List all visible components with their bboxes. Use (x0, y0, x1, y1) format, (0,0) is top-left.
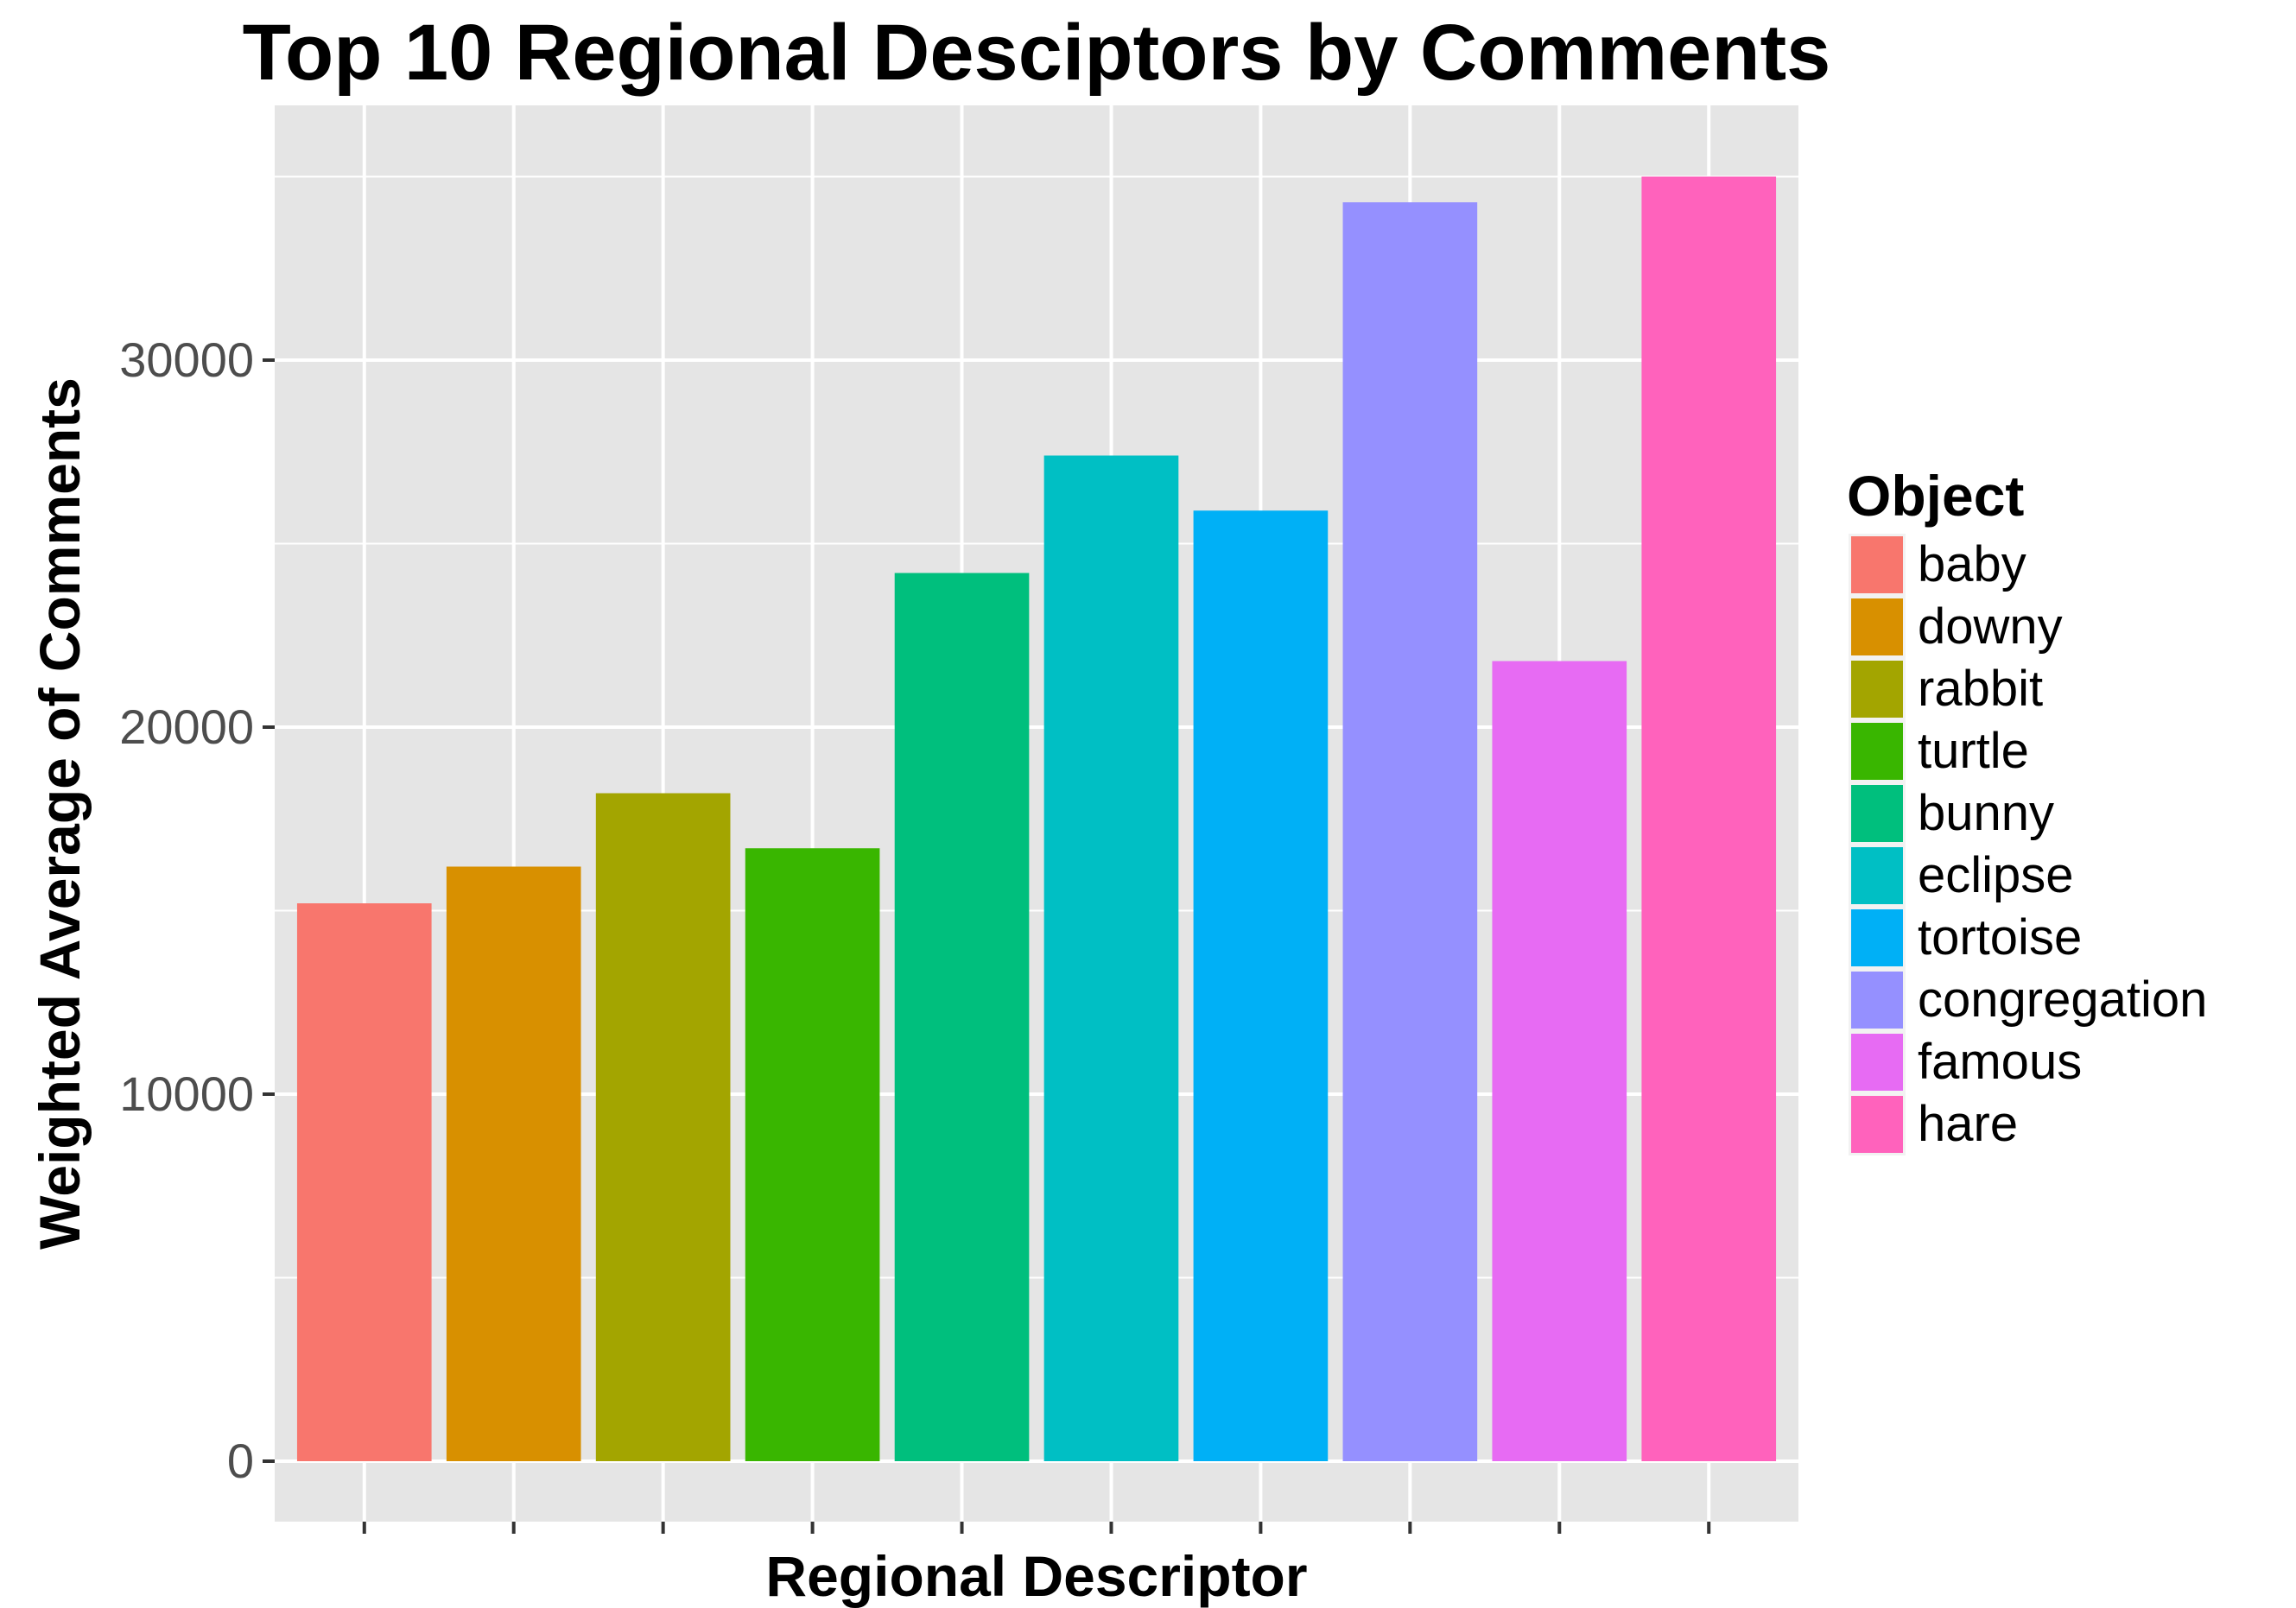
bar-tortoise (1193, 510, 1329, 1461)
legend-swatch-bunny (1851, 785, 1903, 842)
y-tick-label: 20000 (119, 700, 254, 754)
bars (296, 176, 1777, 1461)
legend-title: Object (1847, 464, 2024, 528)
legend-label-bunny: bunny (1918, 785, 2054, 841)
legend-label-downy: downy (1918, 598, 2063, 655)
bar-famous (1492, 661, 1627, 1461)
legend-label-tortoise: tortoise (1918, 909, 2082, 965)
x-axis (362, 1522, 1711, 1534)
legend-swatch-tortoise (1851, 909, 1903, 966)
legend-label-turtle: turtle (1918, 723, 2029, 779)
legend-swatch-famous (1851, 1034, 1903, 1091)
legend-swatch-congregation (1851, 972, 1903, 1029)
y-axis-title: Weighted Average of Comments (28, 377, 92, 1250)
legend-swatch-eclipse (1851, 847, 1903, 904)
legend-label-hare: hare (1918, 1096, 2018, 1152)
bar-downy (446, 866, 581, 1461)
y-axis: 0 10000 20000 30000 (119, 332, 275, 1488)
legend-label-congregation: congregation (1918, 972, 2207, 1028)
bar-congregation (1342, 202, 1478, 1461)
legend-label-baby: baby (1918, 536, 2026, 592)
legend-swatch-baby (1851, 536, 1903, 593)
bar-rabbit (595, 793, 731, 1461)
bar-eclipse (1043, 455, 1179, 1461)
legend-swatch-turtle (1851, 723, 1903, 780)
y-tick-label: 0 (227, 1434, 254, 1488)
legend-swatch-downy (1851, 598, 1903, 655)
x-axis-title: Regional Descriptor (765, 1544, 1307, 1608)
legend-label-eclipse: eclipse (1918, 847, 2074, 903)
y-tick-label: 10000 (119, 1067, 254, 1121)
legend-swatch-rabbit (1851, 661, 1903, 718)
y-tick-label: 30000 (119, 332, 254, 387)
bar-turtle (745, 848, 880, 1461)
legend-label-rabbit: rabbit (1918, 661, 2043, 717)
bar-bunny (894, 573, 1030, 1461)
legend-label-famous: famous (1918, 1034, 2082, 1090)
bar-hare (1641, 176, 1777, 1461)
legend-swatch-hare (1851, 1096, 1903, 1153)
bar-baby (296, 903, 432, 1461)
legend: Object baby downy rabbit turtle bunny eclipse… (1847, 464, 2207, 1155)
chart-title: Top 10 Regional Desciptors by Comments (243, 9, 1831, 97)
